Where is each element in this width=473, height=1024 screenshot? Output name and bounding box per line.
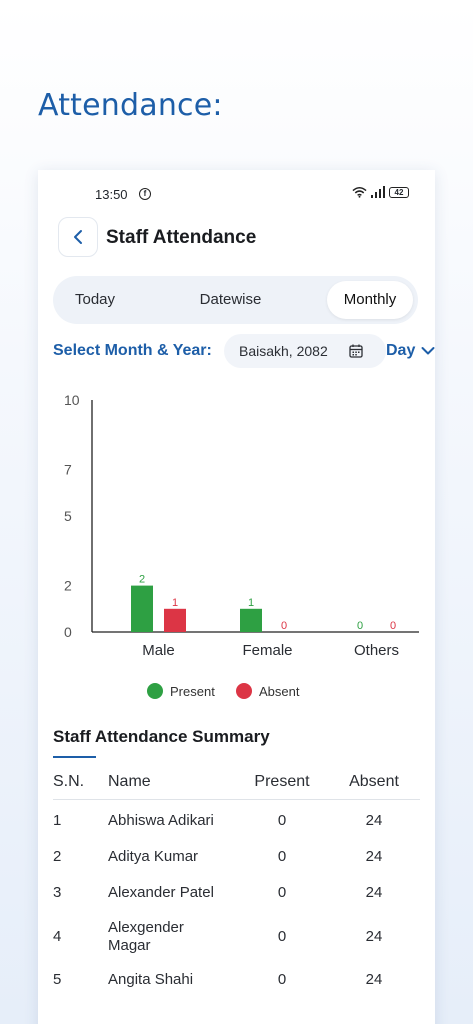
row-name: Abhiswa Adikari <box>108 812 214 829</box>
row-name: Alexgender Magar <box>108 919 184 954</box>
row-absent: 24 <box>365 812 383 829</box>
summary-title: Staff Attendance Summary <box>53 727 270 746</box>
day-select[interactable]: Day <box>386 342 416 359</box>
row-sn: 1 <box>53 812 62 829</box>
phone-screen: 13:50 f 42 Staff Attendance <box>38 170 435 1024</box>
row-absent: 24 <box>365 884 383 901</box>
data-label-present: 1 <box>248 597 254 609</box>
row-sn: 4 <box>53 928 62 945</box>
row-sn: 3 <box>53 884 62 901</box>
status-time: 13:50 <box>95 187 128 202</box>
y-tick-label: 7 <box>64 462 72 478</box>
chevron-down-icon[interactable] <box>421 345 435 357</box>
y-tick-label: 5 <box>64 508 72 524</box>
battery-icon: 42 <box>389 186 409 198</box>
app-title: Staff Attendance <box>106 227 257 248</box>
tab-today[interactable]: Today <box>74 291 116 308</box>
tab-bar: Today Datewise Monthly <box>53 276 418 324</box>
bar-present-female <box>240 608 262 632</box>
data-label-absent: 0 <box>390 620 396 632</box>
header-absent: Absent <box>349 773 399 790</box>
y-tick-label: 10 <box>64 392 80 408</box>
x-tick-label: Others <box>354 642 399 659</box>
summary-title-underline <box>53 756 96 758</box>
x-tick-label: Male <box>142 642 175 659</box>
month-year-picker[interactable]: Baisakh, 2082 <box>224 334 386 368</box>
row-present: 0 <box>277 928 287 945</box>
chevron-left-icon <box>74 230 82 244</box>
header-present: Present <box>254 773 310 790</box>
header-sn: S.N. <box>53 773 85 790</box>
table-row[interactable]: 4 Alexgender Magar 0 24 <box>53 908 420 963</box>
back-button[interactable] <box>58 217 98 257</box>
row-sn: 5 <box>53 971 62 988</box>
legend-marker-absent <box>236 683 252 699</box>
facebook-notification-icon: f <box>139 188 151 200</box>
y-tick-label: 2 <box>64 578 72 594</box>
table-row[interactable]: 1 Abhiswa Adikari 0 24 <box>53 800 420 836</box>
row-sn: 2 <box>53 848 62 865</box>
signal-icon <box>371 186 385 198</box>
row-present: 0 <box>277 971 287 988</box>
data-label-absent: 0 <box>281 620 287 632</box>
tab-datewise[interactable]: Datewise <box>199 291 262 308</box>
data-label-present: 0 <box>357 620 363 632</box>
row-name: Alexander Patel <box>108 884 214 901</box>
status-bar: 13:50 f 42 <box>38 184 435 206</box>
row-present: 0 <box>277 848 287 865</box>
row-present: 0 <box>277 884 287 901</box>
row-absent: 24 <box>365 848 383 865</box>
table-header: S.N. Name Present Absent <box>53 770 420 800</box>
legend-label-present: Present <box>170 684 215 699</box>
month-year-value: Baisakh, 2082 <box>239 343 328 359</box>
summary-table: S.N. Name Present Absent 1 Abhiswa Adika… <box>53 770 420 999</box>
table-row[interactable]: 2 Aditya Kumar 0 24 <box>53 836 420 872</box>
calendar-icon <box>349 344 363 358</box>
page-heading: Attendance: <box>38 88 223 123</box>
x-tick-label: Female <box>242 642 292 659</box>
row-absent: 24 <box>365 928 383 945</box>
data-label-absent: 1 <box>172 597 178 609</box>
row-absent: 24 <box>365 971 383 988</box>
legend-marker-present <box>147 683 163 699</box>
y-tick-label: 0 <box>64 624 72 640</box>
table-row[interactable]: 3 Alexander Patel 0 24 <box>53 872 420 908</box>
filter-label: Select Month & Year: <box>53 342 212 359</box>
legend-label-absent: Absent <box>259 684 300 699</box>
data-label-present: 2 <box>139 574 145 586</box>
header-name: Name <box>108 773 151 790</box>
bar-absent-male <box>164 608 186 632</box>
row-present: 0 <box>277 812 287 829</box>
app-bar: Staff Attendance <box>58 217 418 257</box>
row-name: Angita Shahi <box>108 971 194 988</box>
filter-row: Select Month & Year: Baisakh, 2082 Day <box>53 334 435 368</box>
wifi-icon <box>352 187 367 198</box>
bar-present-male <box>131 585 153 632</box>
tab-monthly[interactable]: Monthly <box>327 281 413 319</box>
table-row[interactable]: 5 Angita Shahi 0 24 <box>53 963 420 999</box>
row-name: Aditya Kumar <box>108 848 199 865</box>
